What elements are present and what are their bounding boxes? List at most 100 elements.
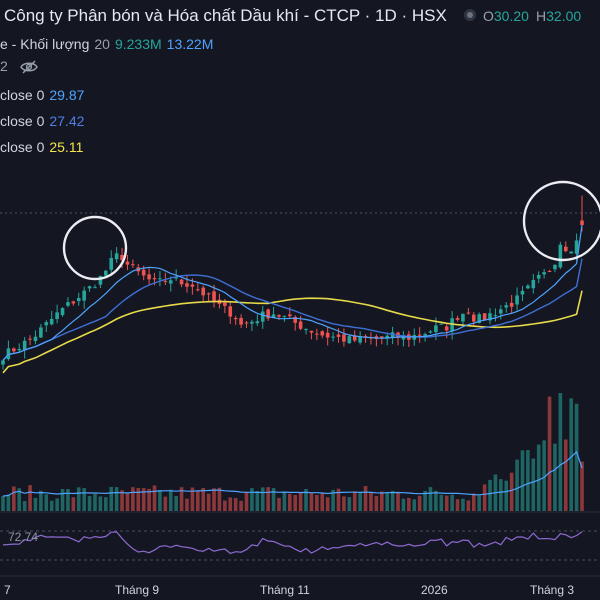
candle-body[interactable] — [553, 264, 557, 270]
legend-row-hidden[interactable]: 2 — [0, 58, 38, 74]
candle-body[interactable] — [574, 240, 579, 254]
candle-body[interactable] — [439, 323, 444, 325]
candle-body[interactable] — [444, 326, 449, 331]
candle-body[interactable] — [461, 313, 465, 322]
candle-body[interactable] — [331, 336, 335, 338]
candle-body[interactable] — [282, 315, 287, 317]
candle-body[interactable] — [563, 246, 568, 252]
candle-body[interactable] — [114, 253, 119, 260]
candle-body[interactable] — [250, 321, 254, 324]
candle-body[interactable] — [147, 274, 151, 280]
candle-body[interactable] — [141, 269, 146, 276]
candle-body[interactable] — [196, 289, 200, 291]
candle-body[interactable] — [515, 295, 519, 305]
candle-body[interactable] — [342, 334, 346, 342]
candle-body[interactable] — [531, 280, 536, 289]
candle-body[interactable] — [201, 287, 206, 296]
ma-legend-3[interactable]: close 0 25.11 — [0, 139, 88, 155]
candle-body[interactable] — [98, 275, 103, 285]
candle-body[interactable] — [60, 308, 65, 316]
candle-body[interactable] — [12, 348, 16, 352]
candle-body[interactable] — [71, 301, 76, 304]
ma-legend-1[interactable]: close 0 29.87 — [0, 87, 89, 103]
candle-body[interactable] — [17, 348, 22, 351]
candle-body[interactable] — [39, 327, 43, 338]
candle-body[interactable] — [417, 334, 422, 336]
candle-body[interactable] — [428, 331, 433, 333]
candle-body[interactable] — [158, 278, 162, 280]
candle-body[interactable] — [309, 330, 314, 333]
candle-body[interactable] — [352, 335, 357, 341]
candle-body[interactable] — [49, 318, 54, 325]
candle-body[interactable] — [76, 298, 81, 302]
candle-body[interactable] — [212, 291, 216, 303]
candle-body[interactable] — [277, 315, 281, 317]
candle-body[interactable] — [466, 312, 471, 314]
candle-body[interactable] — [260, 311, 265, 322]
candle-body[interactable] — [22, 340, 27, 351]
candle-body[interactable] — [190, 284, 195, 287]
candle-body[interactable] — [168, 280, 173, 284]
candle-body[interactable] — [152, 278, 157, 280]
candle-body[interactable] — [298, 321, 303, 329]
candle-body[interactable] — [28, 338, 32, 340]
candle-body[interactable] — [325, 332, 330, 338]
candle-body[interactable] — [547, 270, 552, 272]
candle-body[interactable] — [93, 287, 97, 289]
candle-body[interactable] — [493, 315, 498, 317]
candle-body[interactable] — [569, 251, 573, 254]
candle-body[interactable] — [423, 334, 427, 336]
ma-legend-2[interactable]: close 0 27.42 — [0, 113, 89, 129]
candle-body[interactable] — [488, 313, 492, 321]
candle-body[interactable] — [266, 309, 270, 319]
candle-body[interactable] — [255, 321, 260, 324]
candle-body[interactable] — [336, 334, 341, 337]
candle-body[interactable] — [244, 322, 249, 324]
candle-body[interactable] — [271, 314, 276, 319]
candle-body[interactable] — [499, 309, 503, 314]
settings-dot-icon[interactable] — [464, 9, 476, 21]
candle-body[interactable] — [304, 329, 308, 331]
symbol-title[interactable]: Công ty Phân bón và Hóa chất Dầu khí - C… — [4, 6, 447, 25]
candle-body[interactable] — [179, 279, 184, 285]
candle-body[interactable] — [206, 293, 211, 295]
candle-body[interactable] — [580, 220, 584, 226]
candle-body[interactable] — [358, 336, 362, 343]
candle-body[interactable] — [55, 312, 59, 320]
candle-body[interactable] — [239, 317, 243, 325]
candle-body[interactable] — [482, 313, 487, 321]
candle-body[interactable] — [434, 325, 438, 333]
candle-body[interactable] — [228, 306, 233, 317]
candle-body[interactable] — [520, 290, 525, 295]
candle-body[interactable] — [504, 305, 509, 308]
eye-off-icon[interactable] — [19, 60, 38, 74]
candle-body[interactable] — [1, 360, 5, 365]
candle-body[interactable] — [82, 290, 86, 301]
candle-body[interactable] — [315, 333, 319, 335]
candle-body[interactable] — [185, 283, 189, 287]
candle-body[interactable] — [120, 254, 124, 261]
candle-body[interactable] — [471, 314, 476, 322]
candle-body[interactable] — [223, 302, 227, 306]
candle-body[interactable] — [174, 277, 178, 279]
candle-body[interactable] — [347, 336, 352, 344]
candle-body[interactable] — [233, 318, 238, 320]
candle-body[interactable] — [526, 285, 530, 289]
candle-body[interactable] — [66, 302, 70, 306]
candle-body[interactable] — [542, 272, 546, 275]
candle-body[interactable] — [455, 318, 460, 320]
candle-body[interactable] — [131, 264, 135, 266]
candle-body[interactable] — [320, 331, 325, 336]
candle-body[interactable] — [509, 302, 514, 307]
candle-body[interactable] — [33, 336, 38, 341]
candle-body[interactable] — [163, 280, 168, 282]
candle-body[interactable] — [477, 314, 481, 324]
volume-legend[interactable]: e - Khối lượng 20 9.233M 13.22M — [0, 36, 218, 52]
candle-body[interactable] — [87, 286, 92, 289]
candle-body[interactable] — [293, 317, 298, 323]
candle-body[interactable] — [536, 274, 541, 279]
candle-body[interactable] — [287, 314, 292, 317]
candle-body[interactable] — [125, 261, 130, 265]
candle-body[interactable] — [109, 257, 114, 270]
